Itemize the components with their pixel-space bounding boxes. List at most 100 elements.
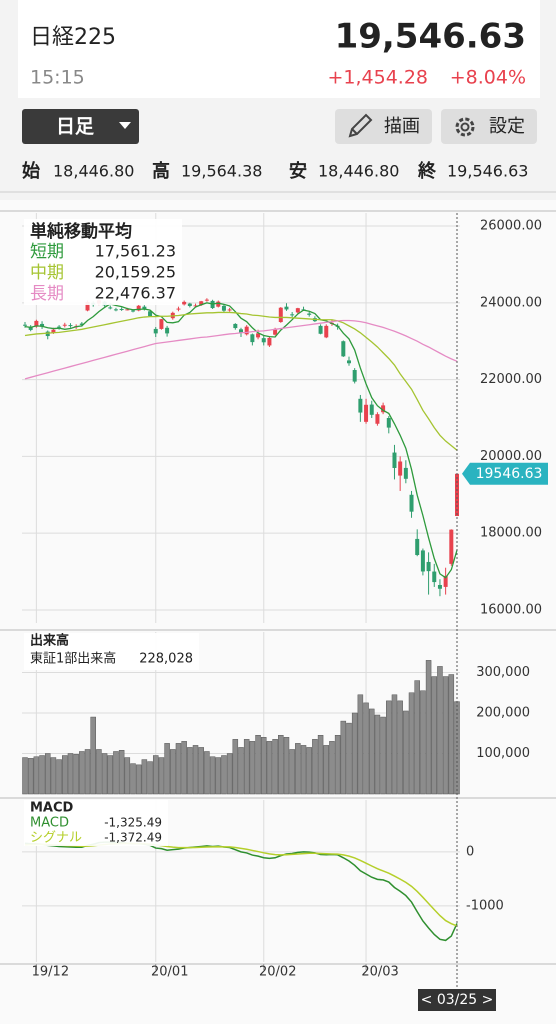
volume-bar xyxy=(334,735,341,795)
volume-bar xyxy=(317,735,324,795)
volume-bar xyxy=(152,755,159,795)
y-tick-label: 20000.00 xyxy=(480,449,542,464)
candle-body xyxy=(204,299,209,301)
volume-bar xyxy=(67,753,74,795)
volume-bar xyxy=(158,757,165,795)
volume-bar xyxy=(437,666,443,795)
volume-bar xyxy=(329,741,335,795)
volume-bar xyxy=(272,739,278,795)
candle-body xyxy=(341,341,346,357)
candle-body xyxy=(432,571,437,583)
instrument-title: 日経225 xyxy=(30,25,116,50)
volume-bar xyxy=(380,716,386,795)
volume-bar xyxy=(187,747,193,795)
candle-body xyxy=(131,310,135,312)
candle-body xyxy=(136,305,141,311)
candle-body xyxy=(45,331,50,337)
volume-bar xyxy=(357,694,364,795)
settings-button[interactable]: 設定 xyxy=(441,109,537,144)
candle-body xyxy=(295,308,300,313)
candle-body xyxy=(153,328,158,334)
moving-average-line xyxy=(24,302,458,579)
x-tick-label: 19/12 xyxy=(32,965,69,980)
candle-body xyxy=(256,333,261,338)
chart-panel: 16000.00 18000.00 20000.00 22000.00 24000.00… xyxy=(0,210,556,623)
candle-body xyxy=(386,418,391,428)
cursor-badge xyxy=(418,989,496,1011)
volume-bar xyxy=(283,737,290,795)
volume-bar xyxy=(391,694,398,795)
volume-bar xyxy=(425,660,432,795)
pencil-icon xyxy=(348,113,373,138)
volume-bar xyxy=(346,722,352,795)
legend-title: 出来高 xyxy=(30,633,69,649)
volume-bar xyxy=(107,755,114,795)
candle-body xyxy=(40,323,45,327)
legend-title: 単純移動平均 xyxy=(30,221,132,242)
candle-body xyxy=(239,329,243,333)
volume-bar xyxy=(351,712,358,795)
candle-body xyxy=(352,370,357,382)
volume-bar xyxy=(323,745,330,795)
candle-body xyxy=(227,309,232,311)
candle-body xyxy=(23,324,27,326)
ohlc-label: 高 xyxy=(152,160,170,182)
price-change-pct: +8.04% xyxy=(450,67,526,89)
period-dropdown[interactable]: 日足 xyxy=(22,109,139,144)
y-tick-label: 26000.00 xyxy=(480,219,542,234)
y-tick-label: 22000.00 xyxy=(480,372,542,387)
candle-body xyxy=(381,405,386,413)
ohlc-label: 始 xyxy=(22,160,40,182)
volume-bar xyxy=(118,750,125,795)
volume-bar xyxy=(204,751,210,795)
volume-bar xyxy=(442,676,449,795)
candle-body xyxy=(165,327,170,334)
volume-bar xyxy=(374,714,381,795)
candle-body xyxy=(437,584,442,589)
candle-body xyxy=(119,308,124,310)
volume-bar xyxy=(232,739,239,795)
legend-box xyxy=(24,800,168,846)
volume-bar xyxy=(454,701,460,795)
volume-bar xyxy=(420,690,426,795)
dropdown-bg xyxy=(22,109,139,144)
legend-value: 228,028 xyxy=(139,652,193,667)
time: 15:15 xyxy=(30,67,85,89)
volume-bar xyxy=(175,743,182,795)
volume-bar xyxy=(192,745,199,795)
volume-bar xyxy=(39,755,45,795)
price-tag-label: 19546.63 xyxy=(476,466,543,482)
candle-body xyxy=(199,301,204,306)
candle-body xyxy=(148,311,153,317)
legend-value: -1,372.49 xyxy=(104,831,162,845)
volume-bar xyxy=(368,708,375,795)
candle-body xyxy=(358,398,363,413)
candle-body xyxy=(398,461,403,476)
ohlc-value: 18,446.80 xyxy=(318,162,399,181)
volume-bar xyxy=(215,757,222,795)
candle-body xyxy=(415,538,420,556)
volume-bar xyxy=(135,764,142,795)
settings-label: 設定 xyxy=(489,116,525,137)
candle-body xyxy=(364,404,369,422)
ohlc-value: 18,446.80 xyxy=(53,162,134,181)
ohlc-value: 19,564.38 xyxy=(181,162,262,181)
candle-body xyxy=(392,452,397,468)
volume-bar xyxy=(198,747,204,795)
volume-bar xyxy=(130,763,136,795)
volume-bar xyxy=(221,755,227,795)
volume-bar xyxy=(96,749,102,795)
period-label: 日足 xyxy=(56,116,95,138)
candle-body xyxy=(34,320,39,327)
candle-body xyxy=(261,338,266,343)
volume-bar xyxy=(62,755,68,795)
draw-button[interactable]: 描画 xyxy=(335,109,432,144)
volume-bar xyxy=(22,757,28,795)
volume-bar xyxy=(124,757,131,795)
volume-bar xyxy=(408,692,415,795)
candle-body xyxy=(324,325,329,338)
volume-bar xyxy=(397,700,403,795)
legend-name: 中期 xyxy=(30,263,64,283)
gear-icon xyxy=(455,117,475,137)
